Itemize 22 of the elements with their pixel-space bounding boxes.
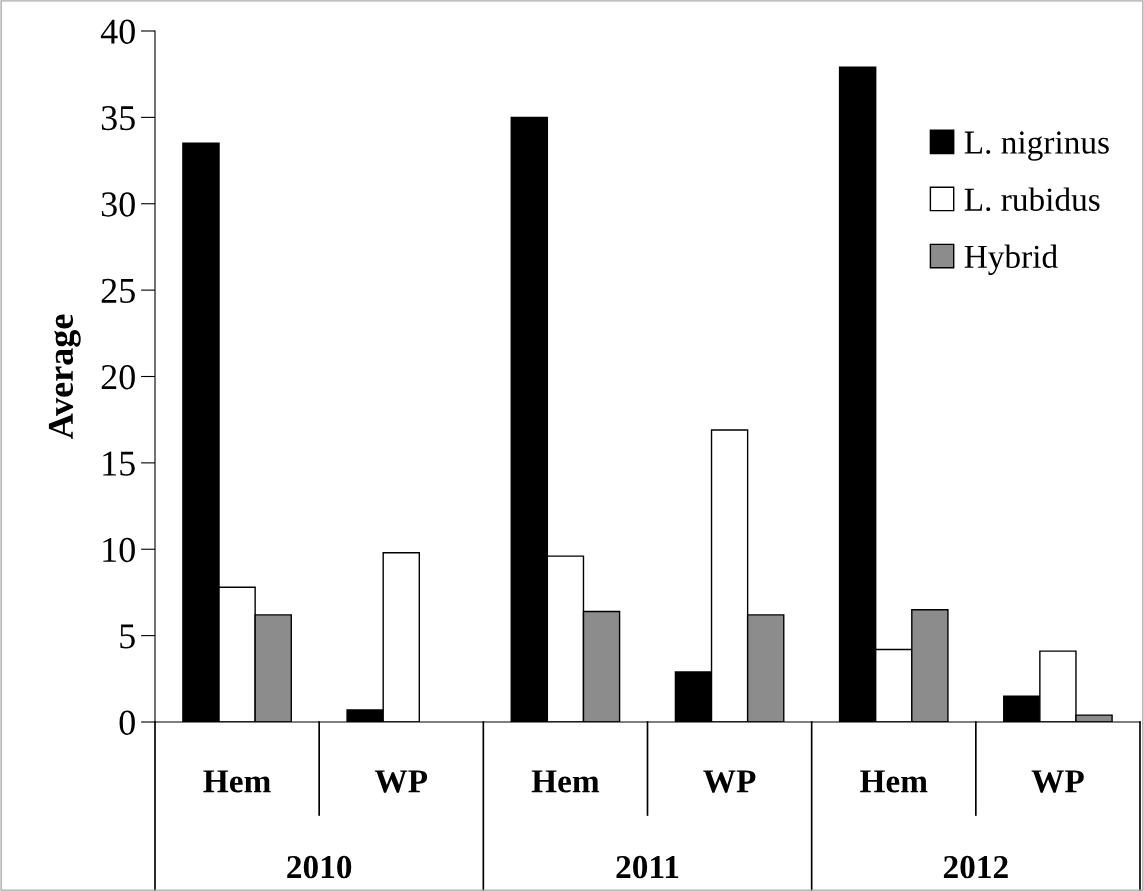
x-tick-label: WP <box>1031 770 1084 793</box>
y-tick-label: 25 <box>101 278 135 304</box>
x-tick-label: Hem <box>531 770 600 793</box>
x-tick-label: Hem <box>860 770 928 793</box>
y-tick-label: 30 <box>101 192 135 217</box>
y-tick-label: 10 <box>103 537 135 563</box>
y-tick-label: 20 <box>101 365 135 390</box>
y-axis-title: Average <box>48 314 81 439</box>
text: 2011 <box>616 855 679 879</box>
text: 2010 <box>287 855 352 879</box>
legend-label: L. rubidus <box>964 187 1100 212</box>
legend-label: Hybrid <box>964 244 1058 275</box>
y-tick-label: 0 <box>119 710 135 735</box>
x-tick-label: WP <box>703 770 756 793</box>
y-tick-label: 40 <box>100 19 135 44</box>
text: 2012 <box>943 855 1008 879</box>
legend-label: L. nigrinus <box>964 131 1109 161</box>
x-tick-label: Hem <box>203 770 271 793</box>
y-tick-label: 15 <box>103 451 135 476</box>
y-tick-label: 35 <box>101 105 135 131</box>
x-tick-label: WP <box>374 770 428 793</box>
y-tick-label: 5 <box>120 624 135 649</box>
